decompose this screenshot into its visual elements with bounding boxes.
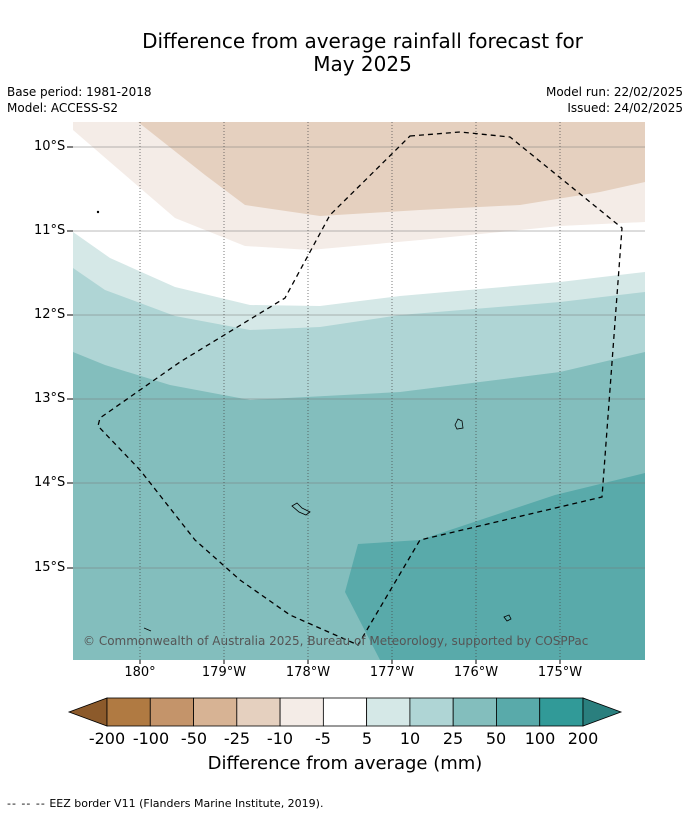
gridlines (73, 122, 645, 660)
island (143, 627, 152, 632)
colorbar-label: -5 (315, 729, 331, 748)
colorbar-label: 50 (485, 729, 507, 748)
colorbar-extend-high (582, 697, 623, 727)
colorbar-label: 100 (524, 729, 556, 748)
colorbar-label: -100 (132, 729, 170, 748)
base-period: Base period: 1981-2018 (7, 85, 152, 99)
model-run: Model run: 22/02/2025 (545, 85, 683, 99)
colorbar (67, 697, 623, 727)
lon-ticks (139, 660, 561, 664)
colorbar-segment (106, 697, 151, 727)
lon-label-175w: 175°W (537, 665, 583, 680)
rainfall-map (73, 122, 645, 660)
colorbar-label: -200 (88, 729, 126, 748)
lat-label-14s: 14°S (34, 475, 66, 490)
island (291, 502, 311, 516)
footer-note: -- -- -- EEZ border V11 (Flanders Marine… (7, 797, 323, 810)
islands (96, 210, 512, 632)
lon-label-180: 180° (124, 665, 156, 680)
meta-left: Base period: 1981-2018 Model: ACCESS-S2 (7, 84, 152, 116)
lon-label-177w: 177°W (369, 665, 415, 680)
lat-label-12s: 12°S (34, 307, 66, 322)
issued-date: Issued: 24/02/2025 (567, 101, 683, 115)
colorbar-segment (409, 697, 454, 727)
lat-label-11s: 11°S (34, 223, 66, 238)
colorbar-segment (496, 697, 541, 727)
lat-label-10s: 10°S (34, 139, 66, 154)
lon-label-178w: 178°W (285, 665, 331, 680)
colorbar-segment (322, 697, 368, 727)
band-50-to-100 (345, 473, 645, 660)
model-name: Model: ACCESS-S2 (7, 101, 119, 115)
colorbar-segment (452, 697, 497, 727)
eez-legend-text: EEZ border V11 (Flanders Marine Institut… (49, 797, 324, 810)
colorbar-label: -25 (223, 729, 251, 748)
lat-label-15s: 15°S (34, 560, 66, 575)
chart-title: Difference from average rainfall forecas… (0, 30, 690, 76)
colorbar-extend-low (67, 697, 108, 727)
colorbar-segment (149, 697, 194, 727)
lat-ticks (67, 146, 73, 569)
eez-legend-dash: -- -- -- (7, 797, 46, 810)
colorbar-segment (193, 697, 238, 727)
island (96, 210, 100, 214)
lon-label-179w: 179°W (201, 665, 247, 680)
lat-label-13s: 13°S (34, 391, 66, 406)
colorbar-label: 10 (399, 729, 421, 748)
colorbar-label: 25 (442, 729, 464, 748)
colorbar-segment (366, 697, 411, 727)
lon-label-176w: 176°W (453, 665, 499, 680)
title-line-1: Difference from average rainfall forecas… (142, 29, 583, 53)
colorbar-segment (236, 697, 281, 727)
colorbar-segment (539, 697, 584, 727)
colorbar-label: -50 (180, 729, 208, 748)
colorbar-segment (279, 697, 324, 727)
island (503, 614, 512, 622)
meta-right: Model run: 22/02/2025 Issued: 24/02/2025 (546, 84, 683, 116)
band-minus25-to-minus10 (138, 122, 645, 216)
title-line-2: May 2025 (313, 52, 412, 76)
eez-border (97, 131, 623, 646)
colorbar-label: 200 (567, 729, 599, 748)
colorbar-title: Difference from average (mm) (207, 753, 483, 774)
copyright-notice: © Commonwealth of Australia 2025, Bureau… (83, 634, 589, 648)
colorbar-label: -10 (266, 729, 294, 748)
island (454, 418, 464, 430)
colorbar-label: 5 (361, 729, 373, 748)
